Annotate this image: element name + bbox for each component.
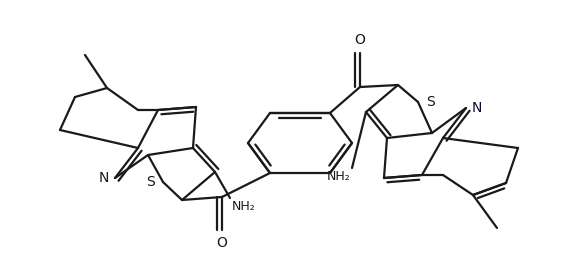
Text: S: S bbox=[146, 175, 155, 189]
Text: NH₂: NH₂ bbox=[232, 200, 256, 213]
Text: O: O bbox=[217, 236, 227, 250]
Text: N: N bbox=[99, 171, 109, 185]
Text: O: O bbox=[354, 33, 365, 47]
Text: S: S bbox=[426, 95, 435, 109]
Text: N: N bbox=[472, 101, 482, 115]
Text: NH₂: NH₂ bbox=[327, 170, 350, 183]
